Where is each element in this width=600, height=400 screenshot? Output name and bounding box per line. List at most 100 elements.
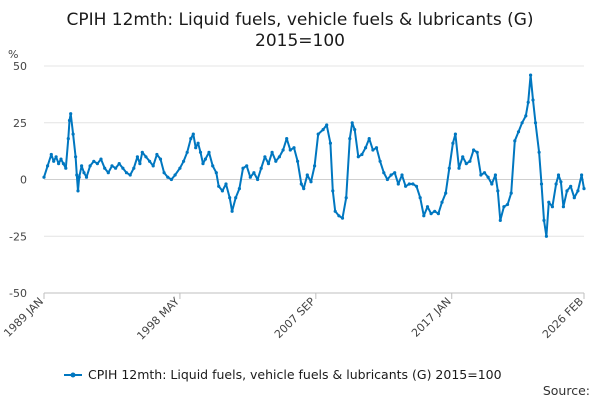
data-point [67,118,72,123]
data-point [103,166,107,170]
legend-marker-swatch [70,372,76,378]
data-point [217,184,221,188]
data-point [316,132,320,136]
data-point [493,173,497,177]
data-point [547,200,551,204]
chart-title: CPIH 12mth: Liquid fuels, vehicle fuels … [66,10,533,30]
data-point [457,166,461,170]
y-tick-label: 0 [20,174,27,187]
data-point [80,164,84,168]
x-tick-label: 1989 JAN [1,295,46,340]
data-point [71,132,75,136]
data-point [325,123,329,127]
data-point [429,212,433,216]
data-point [49,152,53,157]
data-point [82,171,86,175]
data-point [475,150,479,154]
data-point [559,180,563,184]
data-point [554,182,558,186]
data-point [198,150,203,154]
data-point [191,132,195,136]
data-point [344,196,348,200]
data-point [461,155,465,159]
data-point [110,164,114,168]
legend: CPIH 12mth: Liquid fuels, vehicle fuels … [64,367,502,382]
data-point [288,148,292,152]
data-point [277,155,281,159]
data-point [382,171,386,175]
data-point [502,205,506,209]
data-point [121,166,125,170]
data-point [124,171,129,175]
data-point [451,141,455,145]
data-point [486,175,490,179]
data-point [292,146,296,150]
data-point [447,166,451,170]
data-point [440,200,444,204]
data-point [374,146,379,150]
data-point [270,150,274,154]
data-point [57,162,61,166]
data-point [340,216,345,220]
data-point [524,114,528,118]
data-point [241,166,245,170]
data-point [444,191,448,195]
y-axis-unit: % [8,48,18,61]
y-tick-label: 50 [13,60,27,73]
data-point [203,157,207,161]
data-point [422,214,426,218]
data-point [69,112,73,116]
data-point [539,182,544,186]
data-point [561,205,566,209]
chart-subtitle: 2015=100 [255,31,345,51]
data-point [144,155,148,159]
data-point [411,182,415,186]
data-point [385,177,389,182]
plot-area [42,73,586,238]
data-point [128,173,132,177]
data-point [533,121,538,125]
data-point [582,187,586,191]
data-point [360,152,364,157]
data-point [472,148,476,152]
data-point [220,189,224,193]
data-point [565,189,569,193]
data-point [569,184,573,188]
series-line [43,74,585,238]
data-point [509,191,513,195]
data-point [151,164,155,168]
data-point [299,182,303,186]
legend-label: CPIH 12mth: Liquid fuels, vehicle fuels … [88,367,502,382]
x-tick-label: 2017 JAN [409,295,454,340]
data-point [482,171,487,175]
data-point [46,164,50,168]
data-point [407,182,411,186]
data-point [328,141,332,145]
data-point [378,159,382,163]
data-point [66,137,70,141]
data-point [321,128,325,132]
data-point [228,196,232,200]
data-point [453,132,457,136]
data-point [99,157,103,161]
data-point [84,175,89,179]
data-point [309,180,313,184]
data-point [138,162,142,166]
data-point [162,171,166,175]
data-point [88,164,92,168]
data-point [537,150,541,154]
data-point [425,205,430,209]
data-point [513,139,517,143]
y-axis-ticks: 50 25 0 -25 -50 [9,60,27,300]
y-tick-label: -25 [9,230,27,243]
data-point [77,175,81,179]
data-point [214,171,218,175]
data-point [117,162,121,166]
data-point [529,73,533,77]
x-tick-label: 2026 FEB [540,295,586,341]
data-point [259,166,263,170]
y-tick-label: -50 [9,287,27,300]
gridlines [44,65,584,294]
data-point [496,189,500,193]
